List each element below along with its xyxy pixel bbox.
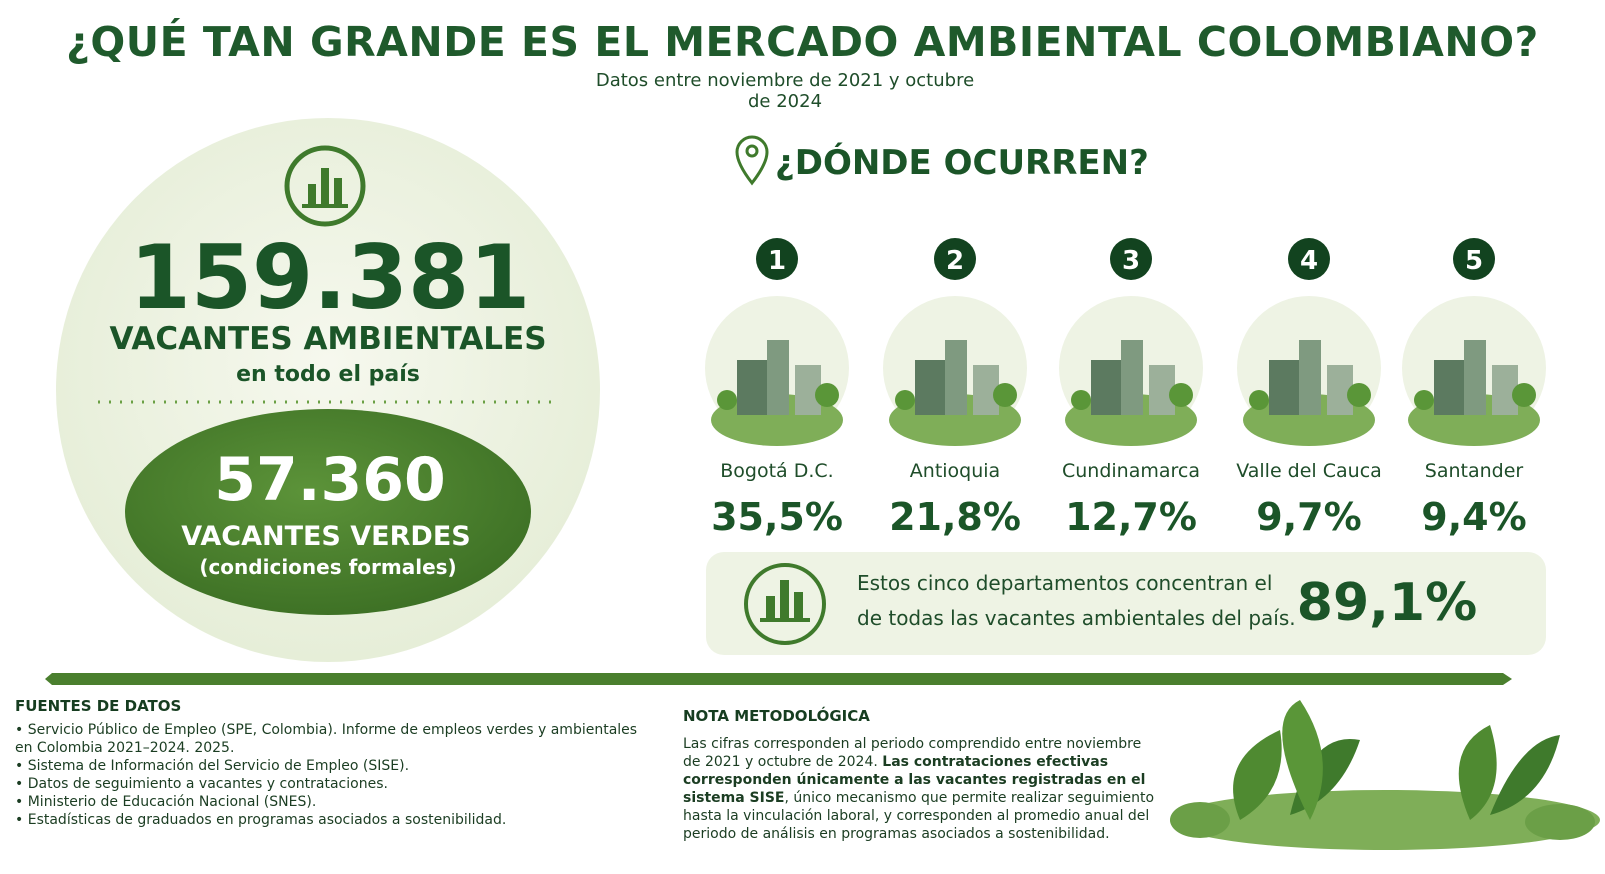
title: ¿QUÉ TAN GRANDE ES EL MERCADO AMBIENTAL …	[66, 18, 1539, 66]
tree	[1071, 390, 1091, 410]
source-item: Datos de seguimiento a vacantes y contra…	[15, 775, 655, 793]
region-illustration	[705, 296, 849, 446]
region-name: Santander	[1425, 460, 1524, 482]
green-sub: (condiciones formales)	[199, 555, 456, 579]
building	[1091, 360, 1121, 415]
building	[945, 340, 967, 415]
region-name: Valle del Cauca	[1236, 460, 1382, 482]
region-name: Cundinamarca	[1062, 460, 1200, 482]
separator-bar	[45, 673, 1512, 685]
rank-badge	[1288, 238, 1330, 280]
rank-badge	[1110, 238, 1152, 280]
summary-text: Estos cinco departamentos concentran el …	[857, 571, 1296, 630]
building	[1299, 340, 1321, 415]
pin-icon	[735, 135, 769, 186]
building	[1464, 340, 1486, 415]
building	[767, 340, 789, 415]
source-item: Estadísticas de graduados en programas a…	[15, 811, 655, 829]
regions: 1 Bogotá D.C. 35,5% 2 Antioquia 21,8% 3 Cundina…	[705, 238, 1546, 539]
rank-badge	[1453, 238, 1495, 280]
note-bold: Las contrataciones efectivas corresponde…	[683, 754, 1146, 806]
region-share: 9,7%	[1256, 495, 1361, 539]
source-item: Sistema de Información del Servicio de E…	[15, 757, 655, 775]
summary-icon	[744, 563, 826, 645]
tree	[895, 390, 915, 410]
region-share: 9,4%	[1421, 495, 1526, 539]
sources-title: FUENTES DE DATOS	[15, 697, 182, 715]
note-text-after: , único mecanismo que permite realizar s…	[683, 790, 1155, 842]
note-title: NOTA METODOLÓGICA	[683, 707, 870, 725]
summary-value: 89,1%	[1297, 573, 1477, 633]
building	[737, 360, 767, 415]
regions-title: ¿DÓNDE OCURREN?	[775, 142, 1149, 183]
building	[1434, 360, 1464, 415]
green-ellipse	[125, 409, 531, 615]
subtitle: Datos entre noviembre de 2021 y octubre …	[595, 70, 975, 112]
tree	[1414, 390, 1434, 410]
building	[1121, 340, 1143, 415]
source-list: Servicio Público de Empleo (SPE, Colombi…	[15, 721, 655, 829]
chart-icon	[284, 145, 366, 227]
region-share: 21,8%	[889, 495, 1021, 539]
note-text: Las cifras corresponden al periodo compr…	[683, 735, 1158, 843]
region-name: Antioquia	[910, 460, 1000, 482]
region-share: 12,7%	[1065, 495, 1197, 539]
note-text-before: Las cifras corresponden al periodo compr…	[683, 736, 1142, 770]
rank: 5	[1465, 246, 1483, 276]
region-illustration	[1237, 296, 1381, 446]
region-share: 35,5%	[711, 495, 843, 539]
region-name: Bogotá D.C.	[720, 460, 833, 482]
rank-badge	[934, 238, 976, 280]
tree	[1169, 383, 1193, 407]
source-item: Ministerio de Educación Nacional (SNES).	[15, 793, 655, 811]
region-illustration	[1059, 296, 1203, 446]
rank: 3	[1122, 246, 1140, 276]
region-illustration	[883, 296, 1027, 446]
rank: 2	[946, 246, 964, 276]
tree	[993, 383, 1017, 407]
green-label: VACANTES VERDES	[181, 521, 470, 552]
total-sub: en todo el país	[236, 362, 420, 387]
region-illustration	[1402, 296, 1546, 446]
leaves-illustration	[1170, 700, 1600, 850]
building	[1269, 360, 1299, 415]
summary-box	[706, 552, 1546, 655]
tree	[815, 383, 839, 407]
tree	[1347, 383, 1371, 407]
note: NOTA METODOLÓGICA Las cifras corresponde…	[683, 707, 1158, 843]
rank-badge	[756, 238, 798, 280]
rank: 1	[768, 246, 786, 276]
building	[915, 360, 945, 415]
tree	[717, 390, 737, 410]
sources: FUENTES DE DATOS Servicio Público de Emp…	[15, 697, 655, 829]
green-value: 57.360	[214, 445, 446, 515]
tree	[1249, 390, 1269, 410]
total-label: VACANTES AMBIENTALES	[109, 321, 546, 357]
total-value: 159.381	[130, 226, 531, 329]
source-item: Servicio Público de Empleo (SPE, Colombi…	[15, 721, 655, 757]
tree	[1512, 383, 1536, 407]
rank: 4	[1300, 246, 1318, 276]
